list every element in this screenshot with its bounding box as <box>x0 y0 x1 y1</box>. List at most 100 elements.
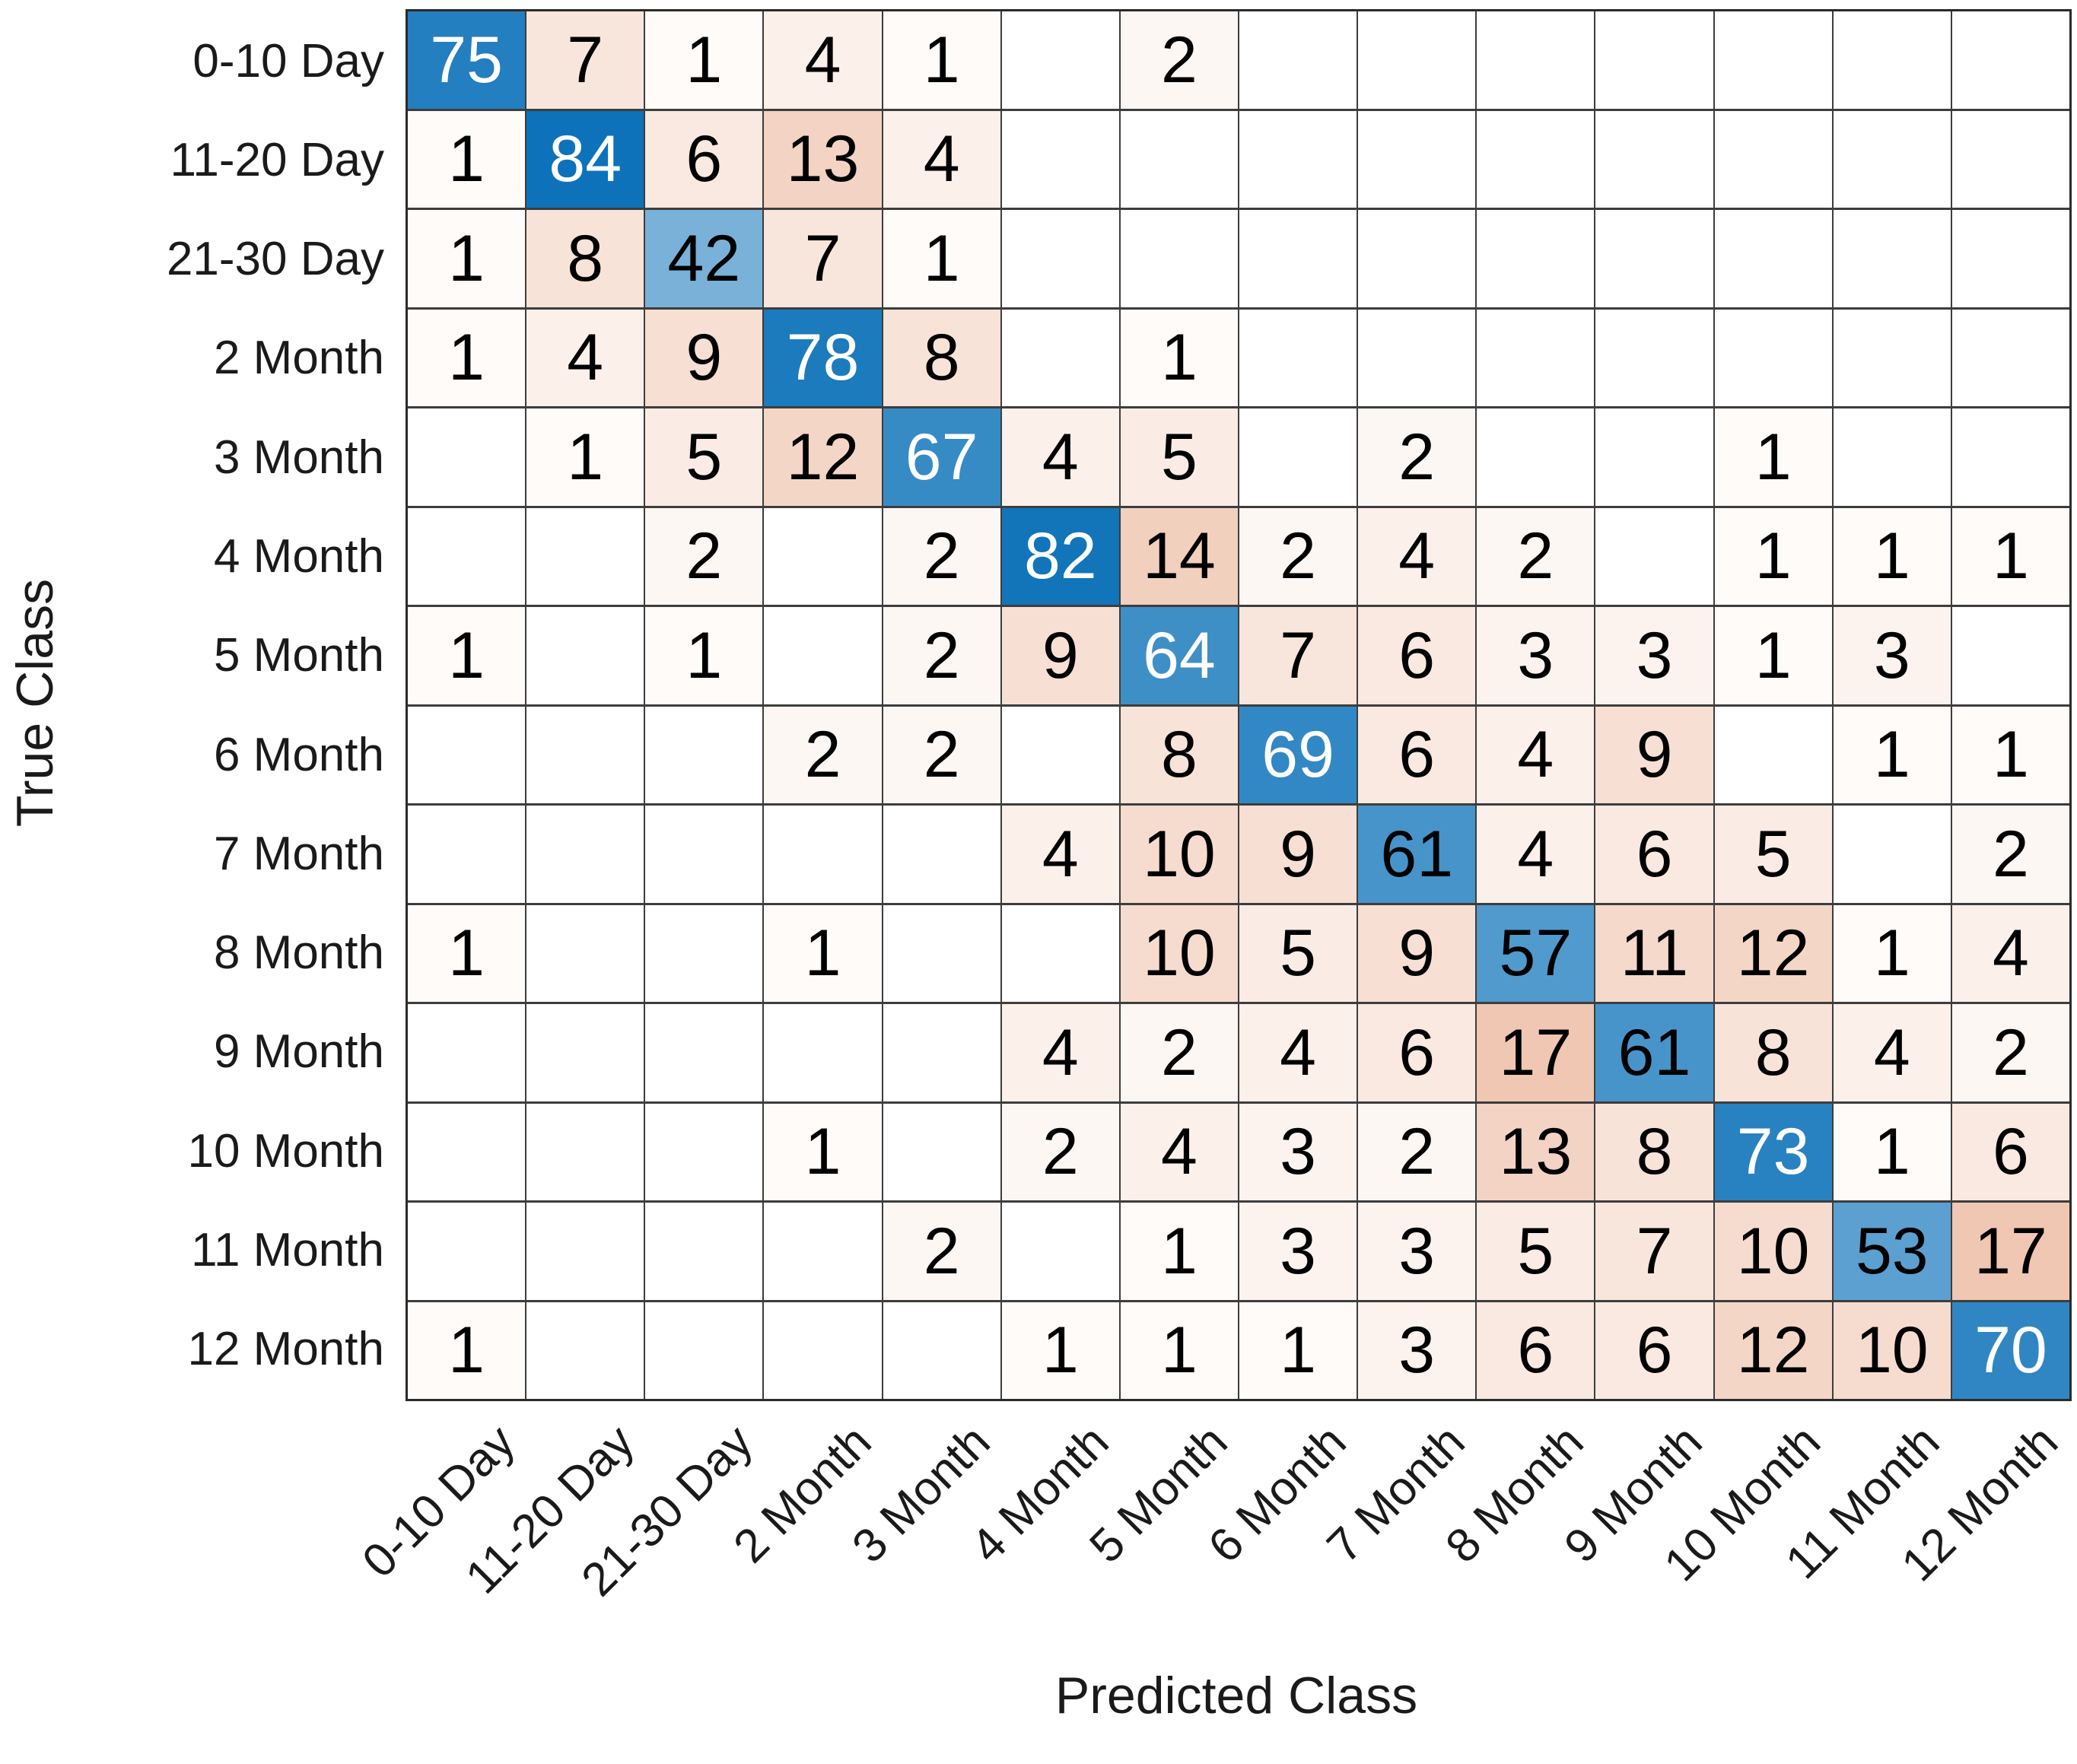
matrix-cell <box>1001 11 1119 109</box>
matrix-cell: 2 <box>1951 806 2069 903</box>
matrix-cell: 1 <box>408 309 526 406</box>
matrix-cell: 7 <box>1595 1203 1713 1300</box>
matrix-cell: 4 <box>526 309 644 406</box>
matrix-cell <box>1239 210 1357 307</box>
matrix-cell <box>645 1004 763 1101</box>
matrix-cell <box>526 1203 644 1300</box>
matrix-cell <box>408 706 526 803</box>
matrix-cell: 4 <box>1951 904 2069 1002</box>
matrix-cell <box>1239 408 1357 506</box>
matrix-cell: 10 <box>1120 904 1238 1002</box>
matrix-cell: 12 <box>1714 904 1832 1002</box>
y-tick-label: 10 Month <box>187 1124 384 1178</box>
matrix-cell: 4 <box>1239 1004 1357 1101</box>
matrix-cell: 1 <box>764 904 882 1002</box>
matrix-cell: 1 <box>1714 507 1832 605</box>
matrix-cell: 2 <box>1358 408 1476 506</box>
matrix-cell: 7 <box>764 210 882 307</box>
matrix-cell: 1 <box>1001 1302 1119 1399</box>
matrix-cell: 4 <box>1477 706 1595 803</box>
matrix-cell: 2 <box>883 1203 1000 1300</box>
matrix-cell <box>764 1302 882 1399</box>
matrix-cell: 2 <box>764 706 882 803</box>
matrix-cell <box>1833 309 1951 406</box>
matrix-cell <box>1714 210 1832 307</box>
matrix-cell: 17 <box>1477 1004 1595 1101</box>
matrix-cell: 17 <box>1951 1203 2069 1300</box>
matrix-cell <box>645 806 763 903</box>
matrix-cell <box>1001 210 1119 307</box>
matrix-cell: 42 <box>645 210 763 307</box>
matrix-cell: 1 <box>1120 1203 1238 1300</box>
matrix-cell: 4 <box>1001 806 1119 903</box>
matrix-cell <box>1951 408 2069 506</box>
matrix-cell: 3 <box>1239 1203 1357 1300</box>
matrix-cell <box>408 1004 526 1101</box>
matrix-cell: 1 <box>1120 309 1238 406</box>
matrix-cell <box>1951 210 2069 307</box>
matrix-cell <box>526 706 644 803</box>
matrix-cell: 6 <box>1595 1302 1713 1399</box>
matrix-cell: 69 <box>1239 706 1357 803</box>
matrix-cell: 2 <box>1951 1004 2069 1101</box>
matrix-cell: 5 <box>1477 1203 1595 1300</box>
matrix-cell <box>526 1103 644 1200</box>
matrix-cell: 13 <box>1477 1103 1595 1200</box>
matrix-cell <box>764 507 882 605</box>
matrix-cell: 8 <box>1595 1103 1713 1200</box>
matrix-cell: 1 <box>1833 706 1951 803</box>
matrix-cell <box>408 408 526 506</box>
matrix-cell <box>764 806 882 903</box>
matrix-cell <box>1595 210 1713 307</box>
matrix-cell <box>1833 408 1951 506</box>
confusion-matrix-grid: 75 7 1 4 1 2 1 84 6 13 4 1 8 42 7 1 1 4 9 78 8 1 1 5 12 67 4 5 2 1 2 2 8… <box>406 9 2072 1401</box>
matrix-cell: 84 <box>526 110 644 208</box>
matrix-cell: 2 <box>1120 11 1238 109</box>
y-tick-label: 11-20 Day <box>170 133 384 186</box>
matrix-cell: 2 <box>883 706 1000 803</box>
matrix-cell: 3 <box>1595 607 1713 704</box>
matrix-cell: 1 <box>408 210 526 307</box>
matrix-cell: 5 <box>1714 806 1832 903</box>
y-tick-label: 7 Month <box>213 827 384 880</box>
matrix-cell <box>1714 11 1832 109</box>
matrix-cell: 73 <box>1714 1103 1832 1200</box>
matrix-cell: 2 <box>1120 1004 1238 1101</box>
matrix-cell: 7 <box>526 11 644 109</box>
matrix-cell: 1 <box>1120 1302 1238 1399</box>
matrix-cell <box>526 607 644 704</box>
y-tick-label: 8 Month <box>213 926 384 980</box>
matrix-cell: 9 <box>645 309 763 406</box>
matrix-cell: 4 <box>1001 1004 1119 1101</box>
matrix-cell <box>408 806 526 903</box>
matrix-cell: 1 <box>1714 607 1832 704</box>
matrix-cell <box>1951 11 2069 109</box>
matrix-cell: 1 <box>408 904 526 1002</box>
matrix-cell <box>1239 11 1357 109</box>
matrix-cell: 78 <box>764 309 882 406</box>
matrix-cell <box>1477 11 1595 109</box>
matrix-cell <box>1714 309 1832 406</box>
matrix-cell <box>526 1302 644 1399</box>
matrix-cell: 3 <box>1358 1302 1476 1399</box>
matrix-cell: 3 <box>1239 1103 1357 1200</box>
matrix-cell: 61 <box>1595 1004 1713 1101</box>
matrix-cell: 1 <box>645 11 763 109</box>
matrix-cell: 67 <box>883 408 1000 506</box>
matrix-cell: 1 <box>1833 1103 1951 1200</box>
matrix-cell <box>1477 210 1595 307</box>
matrix-cell <box>645 1203 763 1300</box>
matrix-cell: 3 <box>1358 1203 1476 1300</box>
y-tick-label: 21-30 Day <box>166 233 384 286</box>
matrix-cell: 64 <box>1120 607 1238 704</box>
matrix-cell <box>1001 110 1119 208</box>
matrix-cell: 61 <box>1358 806 1476 903</box>
matrix-cell: 1 <box>1239 1302 1357 1399</box>
matrix-cell: 82 <box>1001 507 1119 605</box>
matrix-cell: 12 <box>764 408 882 506</box>
matrix-cell <box>764 1203 882 1300</box>
matrix-cell <box>1477 110 1595 208</box>
matrix-cell: 10 <box>1120 806 1238 903</box>
matrix-cell <box>1358 210 1476 307</box>
